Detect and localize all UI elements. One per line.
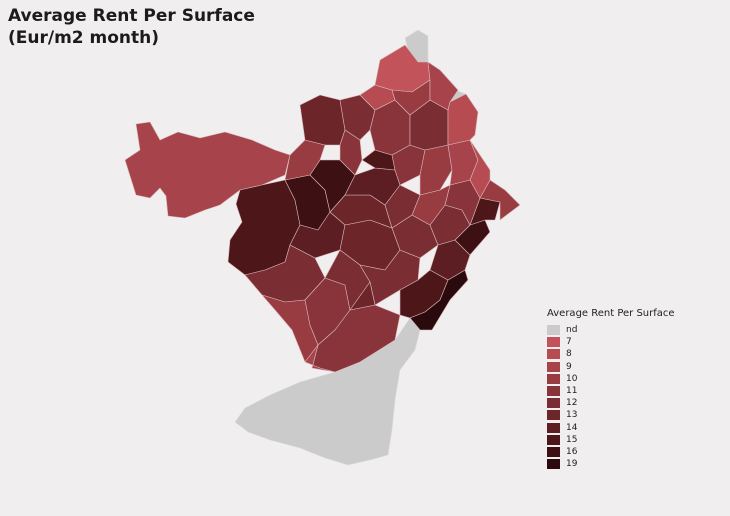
legend-swatch xyxy=(547,337,560,348)
legend-label: 10 xyxy=(566,373,578,384)
legend-item: 10 xyxy=(547,373,717,385)
legend-swatch xyxy=(547,434,560,445)
legend-item: 15 xyxy=(547,434,717,446)
map-legend: Average Rent Per Surface nd 7 8 9 10 11 12 13 14… xyxy=(547,308,717,470)
legend-label: 15 xyxy=(566,434,578,445)
legend-label: 19 xyxy=(566,459,578,470)
legend-swatch xyxy=(547,373,560,384)
legend-swatch xyxy=(547,361,560,372)
region-19[interactable] xyxy=(409,269,469,331)
neighbourhoods xyxy=(124,44,521,373)
legend-swatch xyxy=(547,422,560,433)
region-8[interactable] xyxy=(447,93,479,146)
legend-item: 16 xyxy=(547,446,717,458)
legend-item: nd xyxy=(547,324,717,336)
legend-swatch xyxy=(547,325,560,336)
legend-swatch xyxy=(547,459,560,470)
legend-label: 16 xyxy=(566,446,578,457)
legend-label: 8 xyxy=(566,349,572,360)
region-8[interactable] xyxy=(469,139,491,199)
legend-swatch xyxy=(547,386,560,397)
legend-label: 13 xyxy=(566,410,578,421)
region-9[interactable] xyxy=(304,344,336,373)
legend-item: 19 xyxy=(547,458,717,470)
legend-label: 7 xyxy=(566,337,572,348)
legend-item: 14 xyxy=(547,422,717,434)
legend-swatch xyxy=(547,398,560,409)
legend-label: 11 xyxy=(566,386,578,397)
legend-item: 12 xyxy=(547,397,717,409)
legend-items: nd 7 8 9 10 11 12 13 14 15 16 19 xyxy=(547,324,717,470)
map-title-line-2: (Eur/m2 month) xyxy=(8,28,160,48)
legend-label: 9 xyxy=(566,361,572,372)
legend-swatch xyxy=(547,410,560,421)
legend-item: 8 xyxy=(547,348,717,360)
legend-label: 12 xyxy=(566,398,578,409)
legend-title: Average Rent Per Surface xyxy=(547,308,675,319)
legend-item: 7 xyxy=(547,336,717,348)
legend-item: 11 xyxy=(547,385,717,397)
legend-swatch xyxy=(547,349,560,360)
legend-label: nd xyxy=(566,325,578,336)
map-title: Average Rent Per Surface (Eur/m2 month) xyxy=(8,5,255,49)
region-13[interactable] xyxy=(349,281,376,311)
legend-item: 9 xyxy=(547,361,717,373)
legend-label: 14 xyxy=(566,422,578,433)
region-13[interactable] xyxy=(299,94,346,146)
legend-item: 13 xyxy=(547,409,717,421)
region-11[interactable] xyxy=(339,129,363,176)
legend-swatch xyxy=(547,446,560,457)
region-16[interactable] xyxy=(309,159,356,213)
map-title-line-1: Average Rent Per Surface xyxy=(8,6,255,26)
